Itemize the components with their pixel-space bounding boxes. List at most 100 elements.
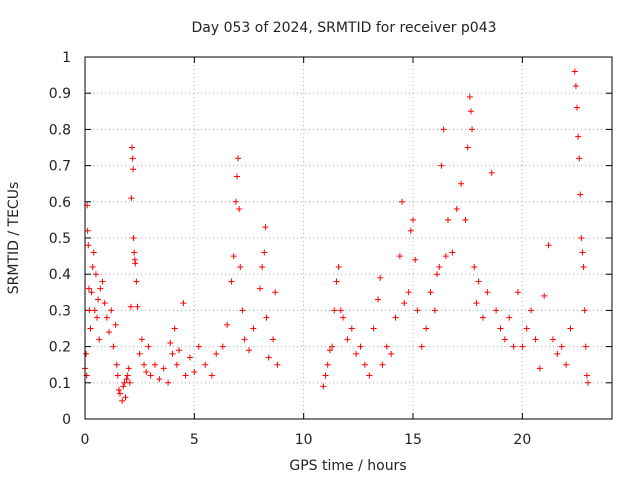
data-point [191, 368, 198, 375]
data-point [136, 350, 143, 357]
data-point [262, 224, 269, 231]
data-point [110, 343, 117, 350]
y-axis-label: SRMTID / TECUs [6, 182, 22, 295]
data-point [554, 350, 561, 357]
data-point [434, 271, 441, 278]
data-point [462, 216, 469, 223]
data-point [479, 314, 486, 321]
data-point [128, 195, 135, 202]
data-point [580, 263, 587, 270]
data-point [584, 379, 591, 386]
data-point [353, 350, 360, 357]
data-point [103, 314, 110, 321]
data-point [532, 336, 539, 343]
data-point [86, 307, 93, 314]
data-point [138, 336, 145, 343]
data-point [467, 108, 474, 115]
y-tick-label: 0.4 [49, 267, 71, 283]
data-point [405, 289, 412, 296]
data-point [436, 263, 443, 270]
data-point [236, 206, 243, 213]
data-point [182, 372, 189, 379]
data-point [392, 314, 399, 321]
data-point [427, 289, 434, 296]
data-point [449, 249, 456, 256]
data-point [410, 216, 417, 223]
data-point [95, 296, 102, 303]
data-point [523, 325, 530, 332]
data-point [333, 278, 340, 285]
data-point [99, 278, 106, 285]
data-point [230, 253, 237, 260]
data-point [106, 329, 113, 336]
data-point [133, 278, 140, 285]
data-point [270, 336, 277, 343]
x-tick-label: 15 [404, 432, 422, 448]
data-point [119, 397, 126, 404]
data-point [320, 383, 327, 390]
data-point [272, 289, 279, 296]
data-point [528, 307, 535, 314]
data-point [563, 361, 570, 368]
data-point [239, 307, 246, 314]
axis-ticks [84, 56, 612, 420]
data-point [213, 350, 220, 357]
data-point [127, 303, 134, 310]
data-point [130, 235, 137, 241]
data-point [261, 249, 268, 256]
data-point [375, 296, 382, 303]
data-point [208, 372, 215, 379]
data-point [582, 343, 589, 350]
data-point [129, 144, 136, 151]
data-point [497, 325, 504, 332]
data-point [519, 343, 526, 350]
data-point [412, 256, 419, 263]
data-point [357, 343, 364, 350]
data-point [274, 361, 281, 368]
data-point [571, 68, 578, 75]
data-point [88, 289, 95, 296]
x-tick-label: 10 [295, 432, 313, 448]
y-tick-label: 0.5 [49, 231, 71, 247]
x-tick-label: 20 [513, 432, 531, 448]
data-point [143, 368, 150, 375]
data-point [431, 307, 438, 314]
data-point [195, 343, 202, 350]
data-point [101, 300, 108, 307]
data-point [475, 278, 482, 285]
data-point [160, 365, 167, 372]
data-point [399, 198, 406, 205]
data-point [438, 162, 445, 169]
data-point [388, 350, 395, 357]
data-point [89, 263, 96, 270]
y-tick-label: 1 [62, 50, 71, 66]
x-tick-labels: 0 5 10 15 20 [81, 432, 532, 448]
data-point [176, 347, 183, 354]
data-point [471, 263, 478, 270]
data-point [122, 394, 129, 401]
data-point [91, 307, 98, 314]
data-point [85, 285, 92, 292]
data-point [442, 253, 449, 260]
data-point [219, 343, 226, 350]
data-point [574, 104, 581, 111]
data-point [581, 307, 588, 314]
y-tick-label: 0.1 [49, 376, 71, 392]
data-point [423, 325, 430, 332]
data-point [488, 169, 495, 176]
data-point [132, 260, 139, 267]
data-point [180, 300, 187, 307]
data-point [241, 336, 248, 343]
data-point [256, 285, 263, 292]
data-point [167, 339, 174, 346]
data-point [228, 278, 235, 285]
data-point [506, 314, 513, 321]
data-point [124, 372, 131, 379]
data-point [469, 126, 476, 133]
data-point [361, 361, 368, 368]
data-point [444, 216, 451, 223]
chart-title: Day 053 of 2024, SRMTID for receiver p04… [191, 20, 496, 36]
data-point [366, 372, 373, 379]
data-point [340, 314, 347, 321]
data-point [84, 227, 91, 234]
